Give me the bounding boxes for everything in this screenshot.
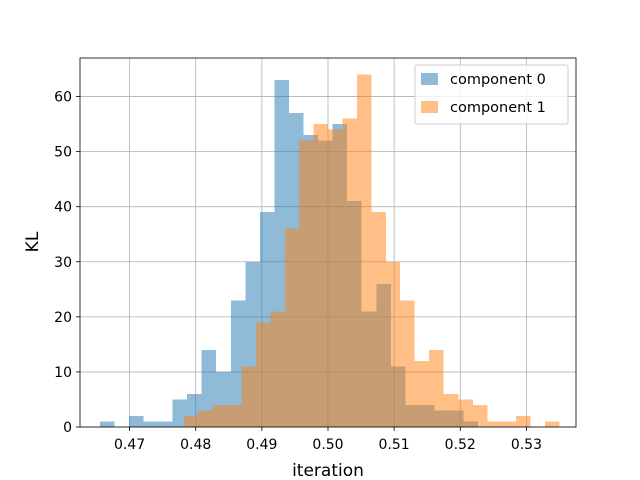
y-tick-label: 20 — [54, 310, 72, 326]
histogram-bar — [241, 366, 256, 427]
x-tick-label: 0.53 — [511, 437, 542, 453]
histogram-bar — [414, 360, 430, 427]
y-tick-label: 30 — [54, 255, 72, 271]
y-tick-label: 40 — [54, 200, 72, 216]
legend-label-component-1: component 1 — [450, 100, 546, 116]
legend-swatch-component-0 — [421, 73, 438, 85]
histogram-bar — [143, 421, 159, 427]
legend-label-component-0: component 0 — [450, 72, 546, 88]
y-tick-label: 0 — [63, 420, 72, 436]
x-axis-label: iteration — [292, 461, 364, 480]
x-tick-label: 0.49 — [246, 437, 277, 453]
histogram-bar — [487, 421, 502, 427]
legend-frame — [414, 64, 569, 125]
legend: component 0 component 1 — [414, 64, 569, 125]
y-tick-label: 60 — [54, 90, 72, 106]
histogram-bar — [371, 212, 387, 427]
histogram-bar — [183, 415, 198, 427]
histogram-bar — [226, 404, 242, 427]
histogram-bar — [357, 74, 372, 427]
histogram-bar — [544, 421, 560, 427]
histogram-bar — [386, 261, 401, 427]
histogram-bar — [158, 421, 173, 427]
histogram-bar — [342, 118, 358, 427]
x-tick-label: 0.47 — [114, 437, 145, 453]
histogram-bar — [400, 300, 415, 427]
y-tick-label: 50 — [54, 145, 72, 161]
histogram-bar — [285, 228, 299, 427]
histogram-bar — [270, 311, 286, 427]
histogram-bars — [99, 74, 560, 428]
histogram-bar — [429, 349, 444, 427]
histogram-bar — [128, 415, 144, 427]
histogram-bar — [255, 322, 271, 427]
histogram-bar — [197, 410, 213, 427]
x-tick-label: 0.50 — [312, 437, 343, 453]
x-tick-label: 0.51 — [379, 437, 410, 453]
legend-swatch-component-1 — [421, 101, 438, 113]
histogram-bar — [443, 393, 459, 427]
y-tick-label: 10 — [54, 365, 72, 381]
y-axis-label: KL — [23, 231, 43, 252]
histogram-bar — [458, 399, 473, 427]
histogram-bar — [313, 124, 328, 428]
histogram-bar — [501, 421, 516, 427]
histogram-bar — [328, 129, 343, 427]
histogram-bar — [515, 415, 531, 427]
histogram-bar — [172, 399, 188, 427]
x-tick-label: 0.52 — [445, 437, 476, 453]
axis-ticks: 0.47 0.48 0.49 0.50 0.51 0.52 0.53 0 10 20 30 40 50 6… — [54, 90, 542, 453]
histogram-bar — [99, 421, 115, 427]
histogram-bar — [472, 404, 488, 427]
series-1-bars — [183, 74, 560, 428]
x-tick-label: 0.48 — [180, 437, 211, 453]
histogram-bar — [212, 404, 227, 427]
histogram-bar — [298, 140, 314, 427]
